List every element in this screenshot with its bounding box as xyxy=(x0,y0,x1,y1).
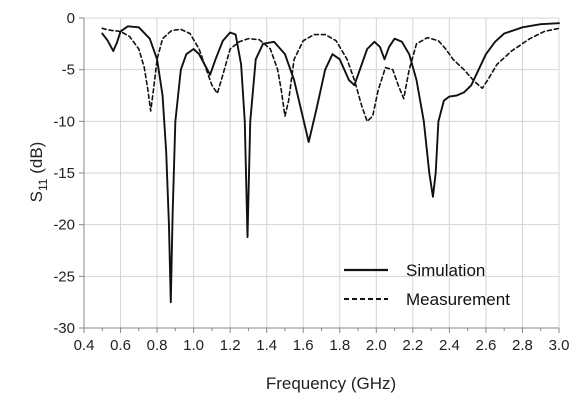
y-tick-labels: 0 -5 -10 -15 -20 -25 -30 xyxy=(53,10,75,337)
axes xyxy=(79,17,560,333)
x-tick-label: 3.0 xyxy=(549,337,570,354)
y-tick-label: -10 xyxy=(53,113,75,130)
x-tick-label: 0.4 xyxy=(74,337,95,354)
x-tick-label: 2.8 xyxy=(512,337,533,354)
y-tick-label: -20 xyxy=(53,217,75,234)
series-layer xyxy=(101,22,560,304)
series-simulation-line xyxy=(101,22,560,304)
x-tick-label: 2.4 xyxy=(439,337,460,354)
y-axis-label: S11 (dB) xyxy=(27,142,50,203)
x-tick-label: 1.8 xyxy=(329,337,350,354)
legend-measurement-label: Measurement xyxy=(406,290,510,309)
y-tick-label: -30 xyxy=(53,320,75,337)
x-tick-label: 1.2 xyxy=(220,337,241,354)
series-measurement-line xyxy=(101,27,560,123)
x-tick-label: 1.0 xyxy=(183,337,204,354)
y-tick-label: -25 xyxy=(53,268,75,285)
y-tick-label: 0 xyxy=(67,10,75,27)
x-tick-label: 1.4 xyxy=(256,337,277,354)
legend-simulation-label: Simulation xyxy=(406,261,485,280)
x-axis-label: Frequency (GHz) xyxy=(266,374,396,393)
x-tick-label: 2.0 xyxy=(366,337,387,354)
y-tick-label: -5 xyxy=(62,62,75,79)
x-tick-label: 2.2 xyxy=(402,337,423,354)
y-axis-label-sub: 11 xyxy=(36,178,50,191)
x-tick-label: 1.6 xyxy=(293,337,314,354)
y-axis-label-unit: (dB) xyxy=(27,142,46,179)
y-tick-label: -15 xyxy=(53,165,75,182)
x-tick-label: 0.6 xyxy=(110,337,131,354)
legend: Simulation Measurement xyxy=(344,261,510,309)
x-tick-label: 2.6 xyxy=(475,337,496,354)
x-tick-labels: 0.4 0.6 0.8 1.0 1.2 1.4 1.6 1.8 2.0 2.2 2.4 2.6 2.8 3… xyxy=(74,337,570,354)
grid xyxy=(83,17,560,329)
x-tick-label: 0.8 xyxy=(147,337,168,354)
y-axis-label-main: S xyxy=(27,191,46,202)
